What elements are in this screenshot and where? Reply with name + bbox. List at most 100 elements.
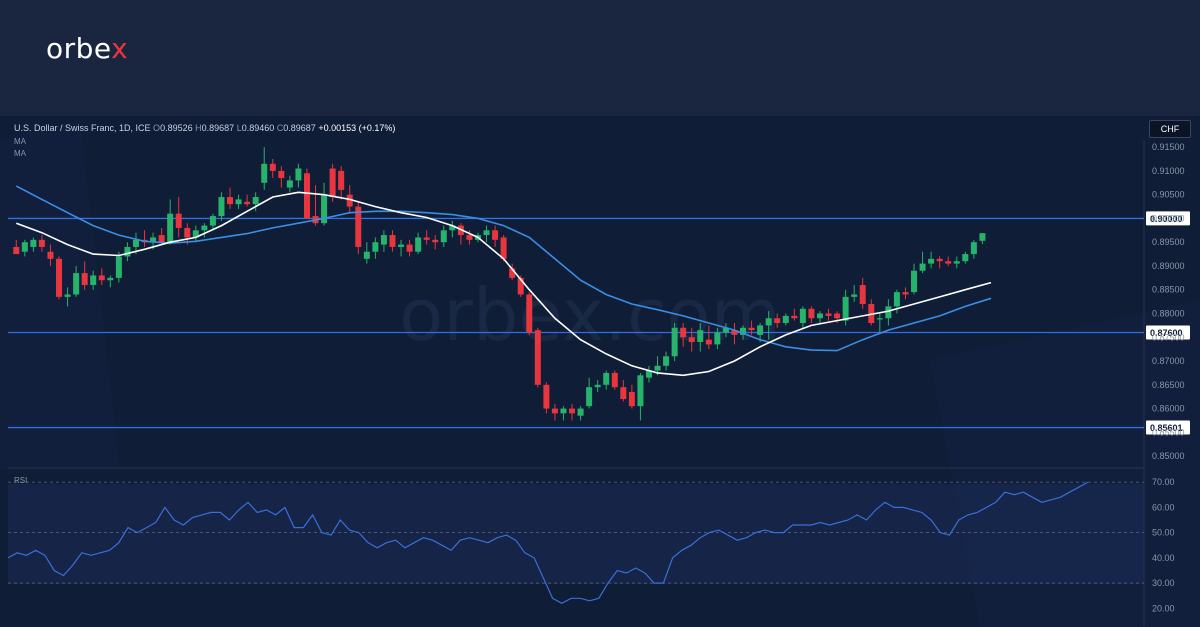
candle-up (252, 197, 259, 205)
candle-up (286, 180, 293, 188)
high-label: H (195, 123, 202, 133)
candle-down (492, 230, 499, 240)
rsi-tick-label: 50.00 (1152, 528, 1175, 538)
level-label-box (1146, 420, 1190, 435)
candle-up (876, 318, 883, 320)
low-value: 0.89460 (241, 123, 275, 133)
candle-up (124, 246, 131, 257)
candle-down (680, 327, 687, 338)
close-value: 0.89687 (283, 123, 316, 133)
candle-down (543, 384, 550, 409)
candle-up (21, 242, 28, 252)
candle-up (740, 327, 747, 335)
low-label: L (236, 123, 242, 133)
candle-down (158, 235, 165, 243)
price-tick-label: 0.90500 (1152, 190, 1185, 200)
rsi-label[interactable]: RSI (14, 476, 28, 485)
candle-up (90, 275, 97, 285)
candle-up (167, 213, 174, 243)
candle-down (329, 168, 336, 198)
candle-down (611, 372, 618, 388)
candle-up (962, 254, 969, 262)
candle-up (816, 313, 823, 319)
candle-down (808, 308, 815, 319)
candle-up (295, 168, 302, 181)
close-label: C (276, 123, 284, 133)
candle-down (432, 239, 439, 243)
candle-down (936, 258, 943, 262)
candle-up (483, 230, 490, 236)
ma-slow-line (15, 185, 992, 352)
ohlc-legend: U.S. Dollar / Swiss Franc, 1D, ICE O0.89… (14, 123, 395, 133)
candle-up (671, 327, 678, 357)
ma-fast-line (16, 191, 992, 377)
candle-down (355, 206, 362, 247)
candle-up (440, 230, 447, 243)
candle-down (175, 213, 182, 228)
candle-up (722, 327, 729, 333)
candle-up (235, 199, 242, 205)
level-label: 0.85601 (1150, 423, 1183, 433)
candle-up (586, 387, 593, 407)
candle-down (227, 197, 234, 205)
rsi-band (8, 484, 1144, 584)
symbol-title: U.S. Dollar / Swiss Franc, 1D, ICE (14, 123, 151, 133)
candle-up (799, 308, 806, 324)
candle-up (449, 225, 456, 231)
change-value: +0.00153 (+0.17%) (318, 123, 396, 133)
rsi-tick-label: 60.00 (1152, 502, 1175, 512)
candle-up (64, 294, 71, 297)
candle-up (577, 408, 584, 416)
candle-up (261, 163, 268, 183)
candle-down (509, 268, 516, 278)
candle-up (645, 370, 652, 378)
candle-down (389, 235, 396, 247)
candle-up (885, 306, 892, 319)
price-tick-label: 0.86500 (1152, 380, 1185, 390)
candle-down (902, 292, 909, 295)
candle-down (834, 313, 841, 319)
price-tick-label: 0.88000 (1152, 309, 1185, 319)
candle-up (919, 263, 926, 271)
candle-up (893, 292, 900, 307)
candle-up (218, 197, 225, 217)
candle-down (945, 261, 952, 264)
orbex-logo: orbex (46, 32, 128, 65)
rsi-tick-label: 30.00 (1152, 578, 1175, 588)
price-tick-label: 0.89000 (1152, 261, 1185, 271)
logo-x: x (111, 32, 129, 65)
candle-up (107, 277, 114, 281)
level-label: 0.90000 (1150, 214, 1183, 224)
candle-down (423, 237, 430, 240)
candle-up (757, 325, 764, 335)
candle-down (38, 239, 45, 247)
candle-down (13, 246, 20, 255)
candle-down (731, 330, 738, 335)
logo-text: orbe (46, 32, 112, 65)
candle-up (321, 194, 328, 224)
candle-up (970, 242, 977, 255)
ma-fast-label[interactable]: MA (14, 137, 26, 146)
candle-down (466, 235, 473, 240)
price-tick-label: 0.85500 (1152, 427, 1185, 437)
candle-down (859, 284, 866, 304)
price-tick-label: 0.87500 (1152, 332, 1185, 342)
candle-up (953, 261, 960, 264)
candle-up (782, 315, 789, 324)
candle-down (244, 201, 251, 205)
ma-slow-label[interactable]: MA (14, 149, 26, 158)
candle-up (415, 237, 422, 252)
currency-button[interactable]: CHF (1149, 120, 1191, 138)
candle-down (748, 327, 755, 331)
candle-down (303, 173, 310, 219)
rsi-tick-label: 70.00 (1152, 477, 1175, 487)
level-label-box (1146, 325, 1190, 340)
candle-up (697, 330, 704, 343)
candle-down (551, 408, 558, 414)
candle-down (628, 391, 635, 407)
candle-down (688, 337, 695, 343)
candle-up (637, 375, 644, 407)
price-tick-label: 0.89500 (1152, 237, 1185, 247)
price-tick-label: 0.87000 (1152, 356, 1185, 366)
